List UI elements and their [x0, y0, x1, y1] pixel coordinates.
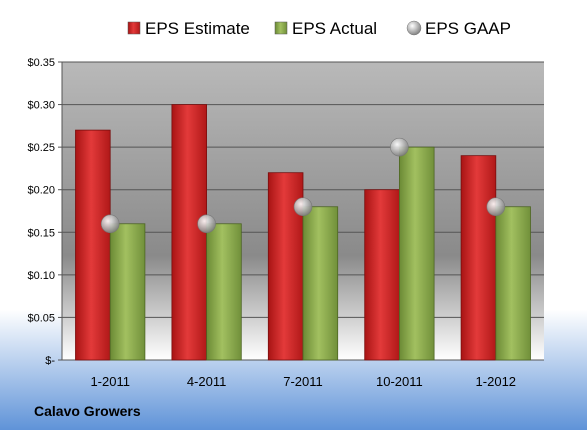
legend-label: EPS GAAP: [425, 19, 511, 38]
marker-eps-gaap: [390, 137, 409, 157]
y-tick-label: $0.10: [27, 270, 55, 282]
x-category-label: 4-2011: [187, 374, 227, 389]
bar-eps-actual: [398, 146, 435, 361]
legend-swatch: [406, 20, 422, 36]
legend: EPS Estimate EPS Actual EPS GAAP: [127, 19, 511, 38]
y-tick-label: $0.30: [27, 100, 55, 112]
legend-label: EPS Actual: [292, 19, 377, 38]
y-tick-label: $0.15: [27, 227, 55, 239]
marker-eps-gaap: [293, 197, 313, 217]
bar-eps-estimate: [460, 155, 497, 361]
y-tick-label: $0.25: [27, 142, 55, 154]
bar-eps-actual: [495, 206, 531, 361]
x-category-label: 7-2011: [283, 374, 323, 389]
x-category-label: 10-2011: [376, 374, 423, 389]
legend-swatch: [127, 21, 141, 35]
y-tick-label: $0.20: [27, 185, 55, 197]
bars: [75, 104, 531, 361]
marker-eps-gaap: [197, 214, 216, 234]
y-axis-ticks: $- $0.05 $0.10 $0.15 $0.20 $0.25 $0.30 $0.35: [27, 57, 55, 367]
bar-eps-estimate: [364, 189, 400, 361]
marker-eps-gaap: [486, 197, 506, 217]
x-category-label: 1-2011: [90, 374, 130, 389]
y-tick-label: $-: [45, 355, 55, 367]
company-name: Calavo Growers: [34, 403, 141, 419]
legend-swatch: [274, 21, 288, 35]
x-category-label: 1-2012: [476, 374, 516, 389]
y-tick-label: $0.35: [27, 57, 55, 69]
bar-eps-estimate: [171, 104, 207, 361]
gaap-markers: [100, 137, 506, 234]
bar-eps-actual: [206, 223, 242, 361]
x-axis-categories: 1-2011 4-2011 7-2011 10-2011 1-2012: [90, 374, 516, 389]
marker-eps-gaap: [100, 214, 120, 234]
bar-eps-estimate: [75, 129, 111, 361]
y-tick-label: $0.05: [27, 312, 55, 324]
bar-eps-actual: [302, 206, 339, 361]
bar-eps-actual: [109, 223, 146, 361]
legend-label: EPS Estimate: [145, 19, 250, 38]
